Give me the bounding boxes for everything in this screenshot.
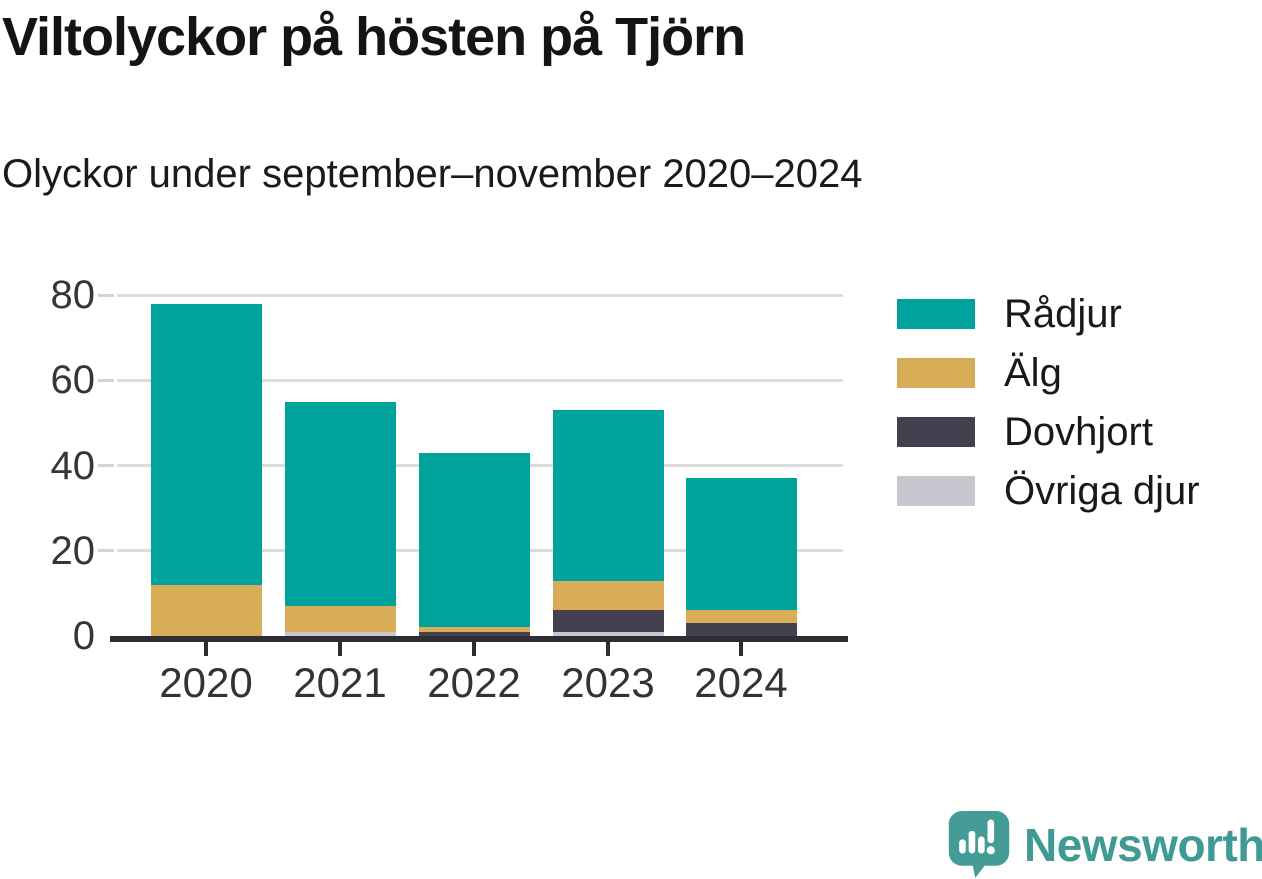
bar-segment-älg-2023 bbox=[552, 580, 664, 611]
x-axis-tick-2022 bbox=[472, 642, 476, 656]
bar-segment-dovhjort-2022 bbox=[418, 631, 530, 636]
plot-area: 0 20 40 60 80 2020 2021 2022 2023 2024 bbox=[0, 275, 880, 720]
y-axis-tick bbox=[98, 378, 114, 382]
x-axis-label-2024: 2024 bbox=[694, 659, 788, 706]
legend-item-rådjur: Rådjur bbox=[897, 292, 1200, 336]
bar-segment-rådjur-2020 bbox=[150, 303, 262, 585]
x-axis-line bbox=[110, 636, 848, 642]
bar-segment-dovhjort-2023 bbox=[552, 610, 664, 632]
y-axis-label-20: 20 bbox=[50, 528, 96, 573]
x-axis-label-2023: 2023 bbox=[561, 659, 655, 706]
y-axis-label-80: 80 bbox=[50, 273, 96, 317]
gridline-y-60 bbox=[117, 378, 843, 382]
y-axis-tick bbox=[98, 549, 114, 553]
chart-title: Viltolyckor på hösten på Tjörn bbox=[2, 7, 746, 67]
x-axis-label-2022: 2022 bbox=[427, 659, 521, 706]
gridline-y-80 bbox=[117, 293, 843, 297]
bar-segment-älg-2021 bbox=[284, 606, 396, 632]
bar-segment-rådjur-2024 bbox=[685, 478, 797, 611]
x-axis-label-2021: 2021 bbox=[293, 659, 387, 706]
newsworthy-branding: Newsworthy bbox=[947, 811, 1262, 879]
bar-segment-rådjur-2022 bbox=[418, 452, 530, 628]
legend-label-dovhjort: Dovhjort bbox=[1004, 409, 1153, 454]
legend-item-dovhjort: Dovhjort bbox=[897, 410, 1200, 454]
bar-2024 bbox=[685, 478, 797, 636]
legend-swatch-älg bbox=[897, 358, 975, 388]
newsworthy-logo-text: Newsworthy bbox=[1024, 819, 1262, 871]
bar-segment-älg-2024 bbox=[685, 610, 797, 624]
bar-2020 bbox=[150, 303, 262, 636]
legend: Rådjur Älg Dovhjort Övriga djur bbox=[897, 292, 1200, 535]
y-axis-tick bbox=[98, 464, 114, 467]
legend-label-älg: Älg bbox=[1004, 350, 1062, 395]
bar-segment-dovhjort-2024 bbox=[685, 623, 797, 636]
bar-2023 bbox=[552, 410, 664, 636]
chart-subtitle: Olyckor under september–november 2020–20… bbox=[2, 152, 863, 196]
x-axis-tick-2020 bbox=[204, 642, 208, 656]
y-axis-label-40: 40 bbox=[50, 443, 96, 488]
x-axis-label-2020: 2020 bbox=[159, 659, 253, 706]
bar-segment-rådjur-2023 bbox=[552, 410, 664, 581]
legend-item-älg: Älg bbox=[897, 351, 1200, 395]
bar-segment-rådjur-2021 bbox=[284, 401, 396, 607]
x-axis-tick-2021 bbox=[338, 642, 342, 656]
bar-segment-övriga-djur-2021 bbox=[284, 631, 396, 636]
y-axis-label-0: 0 bbox=[72, 614, 95, 658]
bar-2022 bbox=[418, 452, 530, 636]
legend-label-rådjur: Rådjur bbox=[1004, 291, 1122, 336]
x-axis-tick-2024 bbox=[739, 642, 743, 656]
legend-swatch-dovhjort bbox=[897, 417, 975, 447]
x-axis-tick-2023 bbox=[606, 642, 610, 656]
bar-2021 bbox=[284, 401, 396, 636]
legend-swatch-övriga-djur bbox=[897, 476, 975, 506]
bar-segment-älg-2022 bbox=[418, 627, 530, 632]
bar-segment-övriga-djur-2023 bbox=[552, 631, 664, 636]
y-axis-tick bbox=[98, 293, 114, 297]
bar-segment-älg-2020 bbox=[150, 584, 262, 636]
legend-item-övriga-djur: Övriga djur bbox=[897, 469, 1200, 513]
newsworthy-logo-icon bbox=[948, 811, 1010, 879]
legend-swatch-rådjur bbox=[897, 299, 975, 329]
legend-label-övriga-djur: Övriga djur bbox=[1004, 468, 1200, 513]
y-axis-label-60: 60 bbox=[50, 358, 96, 403]
